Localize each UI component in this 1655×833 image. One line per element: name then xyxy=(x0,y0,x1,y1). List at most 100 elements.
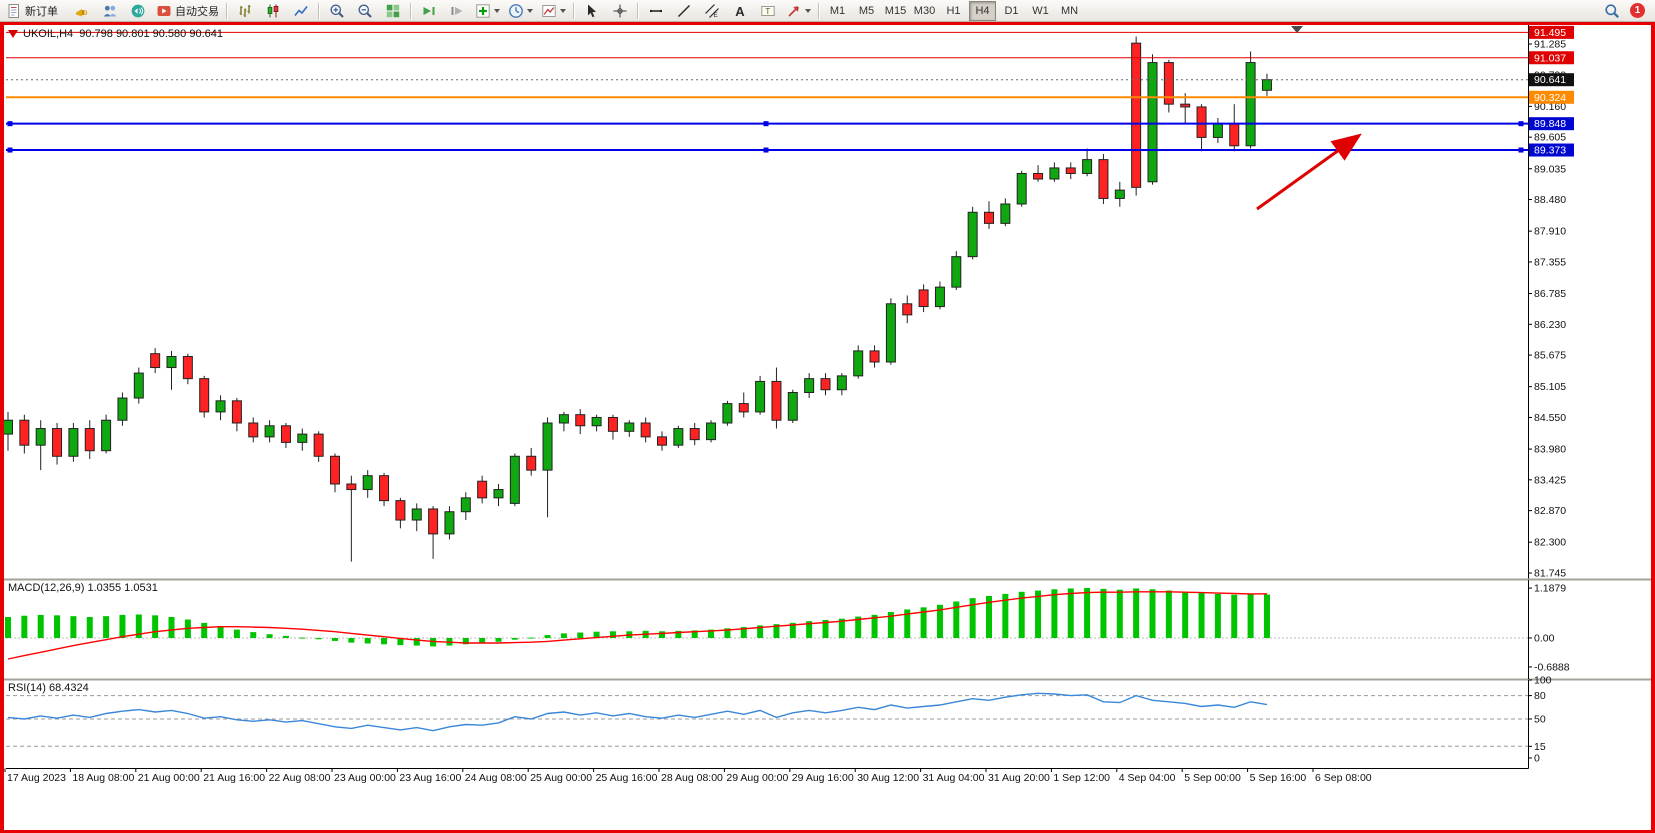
autotrading-icon xyxy=(156,3,172,19)
text-label-button[interactable]: T xyxy=(755,0,781,22)
chart-shift-marker[interactable] xyxy=(1291,26,1303,33)
candle-bear xyxy=(280,425,291,443)
candle-bull xyxy=(885,303,896,363)
time-label: 29 Aug 00:00 xyxy=(726,772,788,784)
symbol-marker-icon xyxy=(8,30,18,38)
candle-bear xyxy=(689,428,700,441)
toolbar-separator xyxy=(818,2,820,19)
candle-bear xyxy=(526,455,537,471)
line-chart-button[interactable] xyxy=(288,0,314,22)
timeframe-mn[interactable]: MN xyxy=(1060,4,1079,17)
candle-bull xyxy=(1114,189,1125,199)
indicators-button[interactable] xyxy=(472,0,503,22)
channel-icon: E xyxy=(704,3,720,19)
candle-bear xyxy=(575,414,586,427)
line-handle[interactable] xyxy=(763,147,769,153)
time-scale[interactable] xyxy=(0,768,1655,789)
horn-icon xyxy=(74,3,90,19)
chevron-down-icon xyxy=(805,8,811,13)
window-frame-right xyxy=(1651,22,1655,833)
line-handle[interactable] xyxy=(1518,147,1524,153)
tile-windows-button[interactable] xyxy=(380,0,406,22)
horizontal-line-button[interactable] xyxy=(643,0,669,22)
time-label: 24 Aug 08:00 xyxy=(465,772,527,784)
timeframe-m1[interactable]: M1 xyxy=(829,4,846,17)
autotrading-button[interactable]: 自动交易 xyxy=(153,0,222,22)
candle-bear xyxy=(19,419,30,446)
candle-bull xyxy=(1049,167,1060,180)
timeframe-m30[interactable]: M30 xyxy=(913,4,936,17)
candle-bear xyxy=(1180,103,1191,108)
periods-button[interactable] xyxy=(505,0,536,22)
timeframe-d1[interactable]: D1 xyxy=(1004,4,1019,17)
autotrading-button-label: 自动交易 xyxy=(175,5,219,18)
candle-bear xyxy=(379,475,390,502)
trendline-icon xyxy=(676,3,692,19)
candle-bear xyxy=(428,508,439,535)
price-tick-label: 81.745 xyxy=(1534,567,1566,579)
sound-button[interactable] xyxy=(125,0,151,22)
timeframe-h4[interactable]: H4 xyxy=(969,0,996,21)
price-level-line[interactable] xyxy=(6,121,1529,127)
candle-bull xyxy=(967,211,978,258)
timeframe-m5[interactable]: M5 xyxy=(858,4,875,17)
notification-badge[interactable]: 1 xyxy=(1630,3,1645,18)
svg-text:89.373: 89.373 xyxy=(1534,145,1566,157)
templates-button[interactable] xyxy=(538,0,569,22)
candle-bear xyxy=(1196,106,1207,138)
zoom-in-button[interactable] xyxy=(324,0,350,22)
time-label: 21 Aug 16:00 xyxy=(203,772,265,784)
trendline-button[interactable] xyxy=(671,0,697,22)
candle-bull xyxy=(706,422,717,441)
timeframe-m15[interactable]: M15 xyxy=(884,4,907,17)
candle-bear xyxy=(231,400,242,424)
line-handle[interactable] xyxy=(7,121,13,127)
chevron-down-icon xyxy=(560,8,566,13)
bar-chart-button[interactable] xyxy=(232,0,258,22)
candle-bear xyxy=(395,500,406,521)
new-order-button[interactable]: 新订单 xyxy=(3,0,61,22)
hline-icon xyxy=(648,3,664,19)
candle-bear xyxy=(607,416,618,432)
arrows-button[interactable] xyxy=(783,0,814,22)
candle-bull xyxy=(624,422,635,432)
candle-bear xyxy=(640,422,651,438)
rsi-indicator-label: RSI(14) 68.4324 xyxy=(8,682,89,694)
line-handle[interactable] xyxy=(763,121,769,127)
candlestick-chart-button[interactable] xyxy=(260,0,286,22)
search-icon xyxy=(1604,3,1620,19)
svg-text:100: 100 xyxy=(1534,675,1552,687)
chart-shift-button[interactable] xyxy=(444,0,470,22)
candle-bull xyxy=(951,256,962,288)
price-label-box: 89.848 xyxy=(1529,117,1574,131)
clock-icon xyxy=(508,3,524,19)
profiles-icon xyxy=(102,3,118,19)
price-tick-label: 83.980 xyxy=(1534,444,1566,456)
profiles-button[interactable] xyxy=(97,0,123,22)
tile-windows-icon xyxy=(385,3,401,19)
line-handle[interactable] xyxy=(1518,121,1524,127)
candle-bear xyxy=(1131,42,1142,188)
svg-text:-0.6888: -0.6888 xyxy=(1534,661,1570,673)
search-button[interactable] xyxy=(1599,0,1625,22)
candle-bear xyxy=(52,428,63,457)
cursor-button[interactable] xyxy=(579,0,605,22)
auto-scroll-button[interactable] xyxy=(416,0,442,22)
text-button[interactable]: A xyxy=(727,0,753,22)
candle-bear xyxy=(918,289,929,308)
bar-chart-icon xyxy=(237,3,253,19)
time-label: 22 Aug 08:00 xyxy=(269,772,331,784)
price-label-box: 91.495 xyxy=(1529,25,1574,39)
channel-button[interactable]: E xyxy=(699,0,725,22)
price-level-line[interactable] xyxy=(6,147,1529,153)
candle-bear xyxy=(150,353,161,369)
alerts-button[interactable] xyxy=(69,0,95,22)
line-handle[interactable] xyxy=(7,147,13,153)
crosshair-button[interactable] xyxy=(607,0,633,22)
timeframe-w1[interactable]: W1 xyxy=(1032,4,1049,17)
arrow-annotation[interactable] xyxy=(1256,133,1362,211)
timeframe-h1[interactable]: H1 xyxy=(946,4,961,17)
zoom-out-button[interactable] xyxy=(352,0,378,22)
time-label: 31 Aug 04:00 xyxy=(923,772,985,784)
